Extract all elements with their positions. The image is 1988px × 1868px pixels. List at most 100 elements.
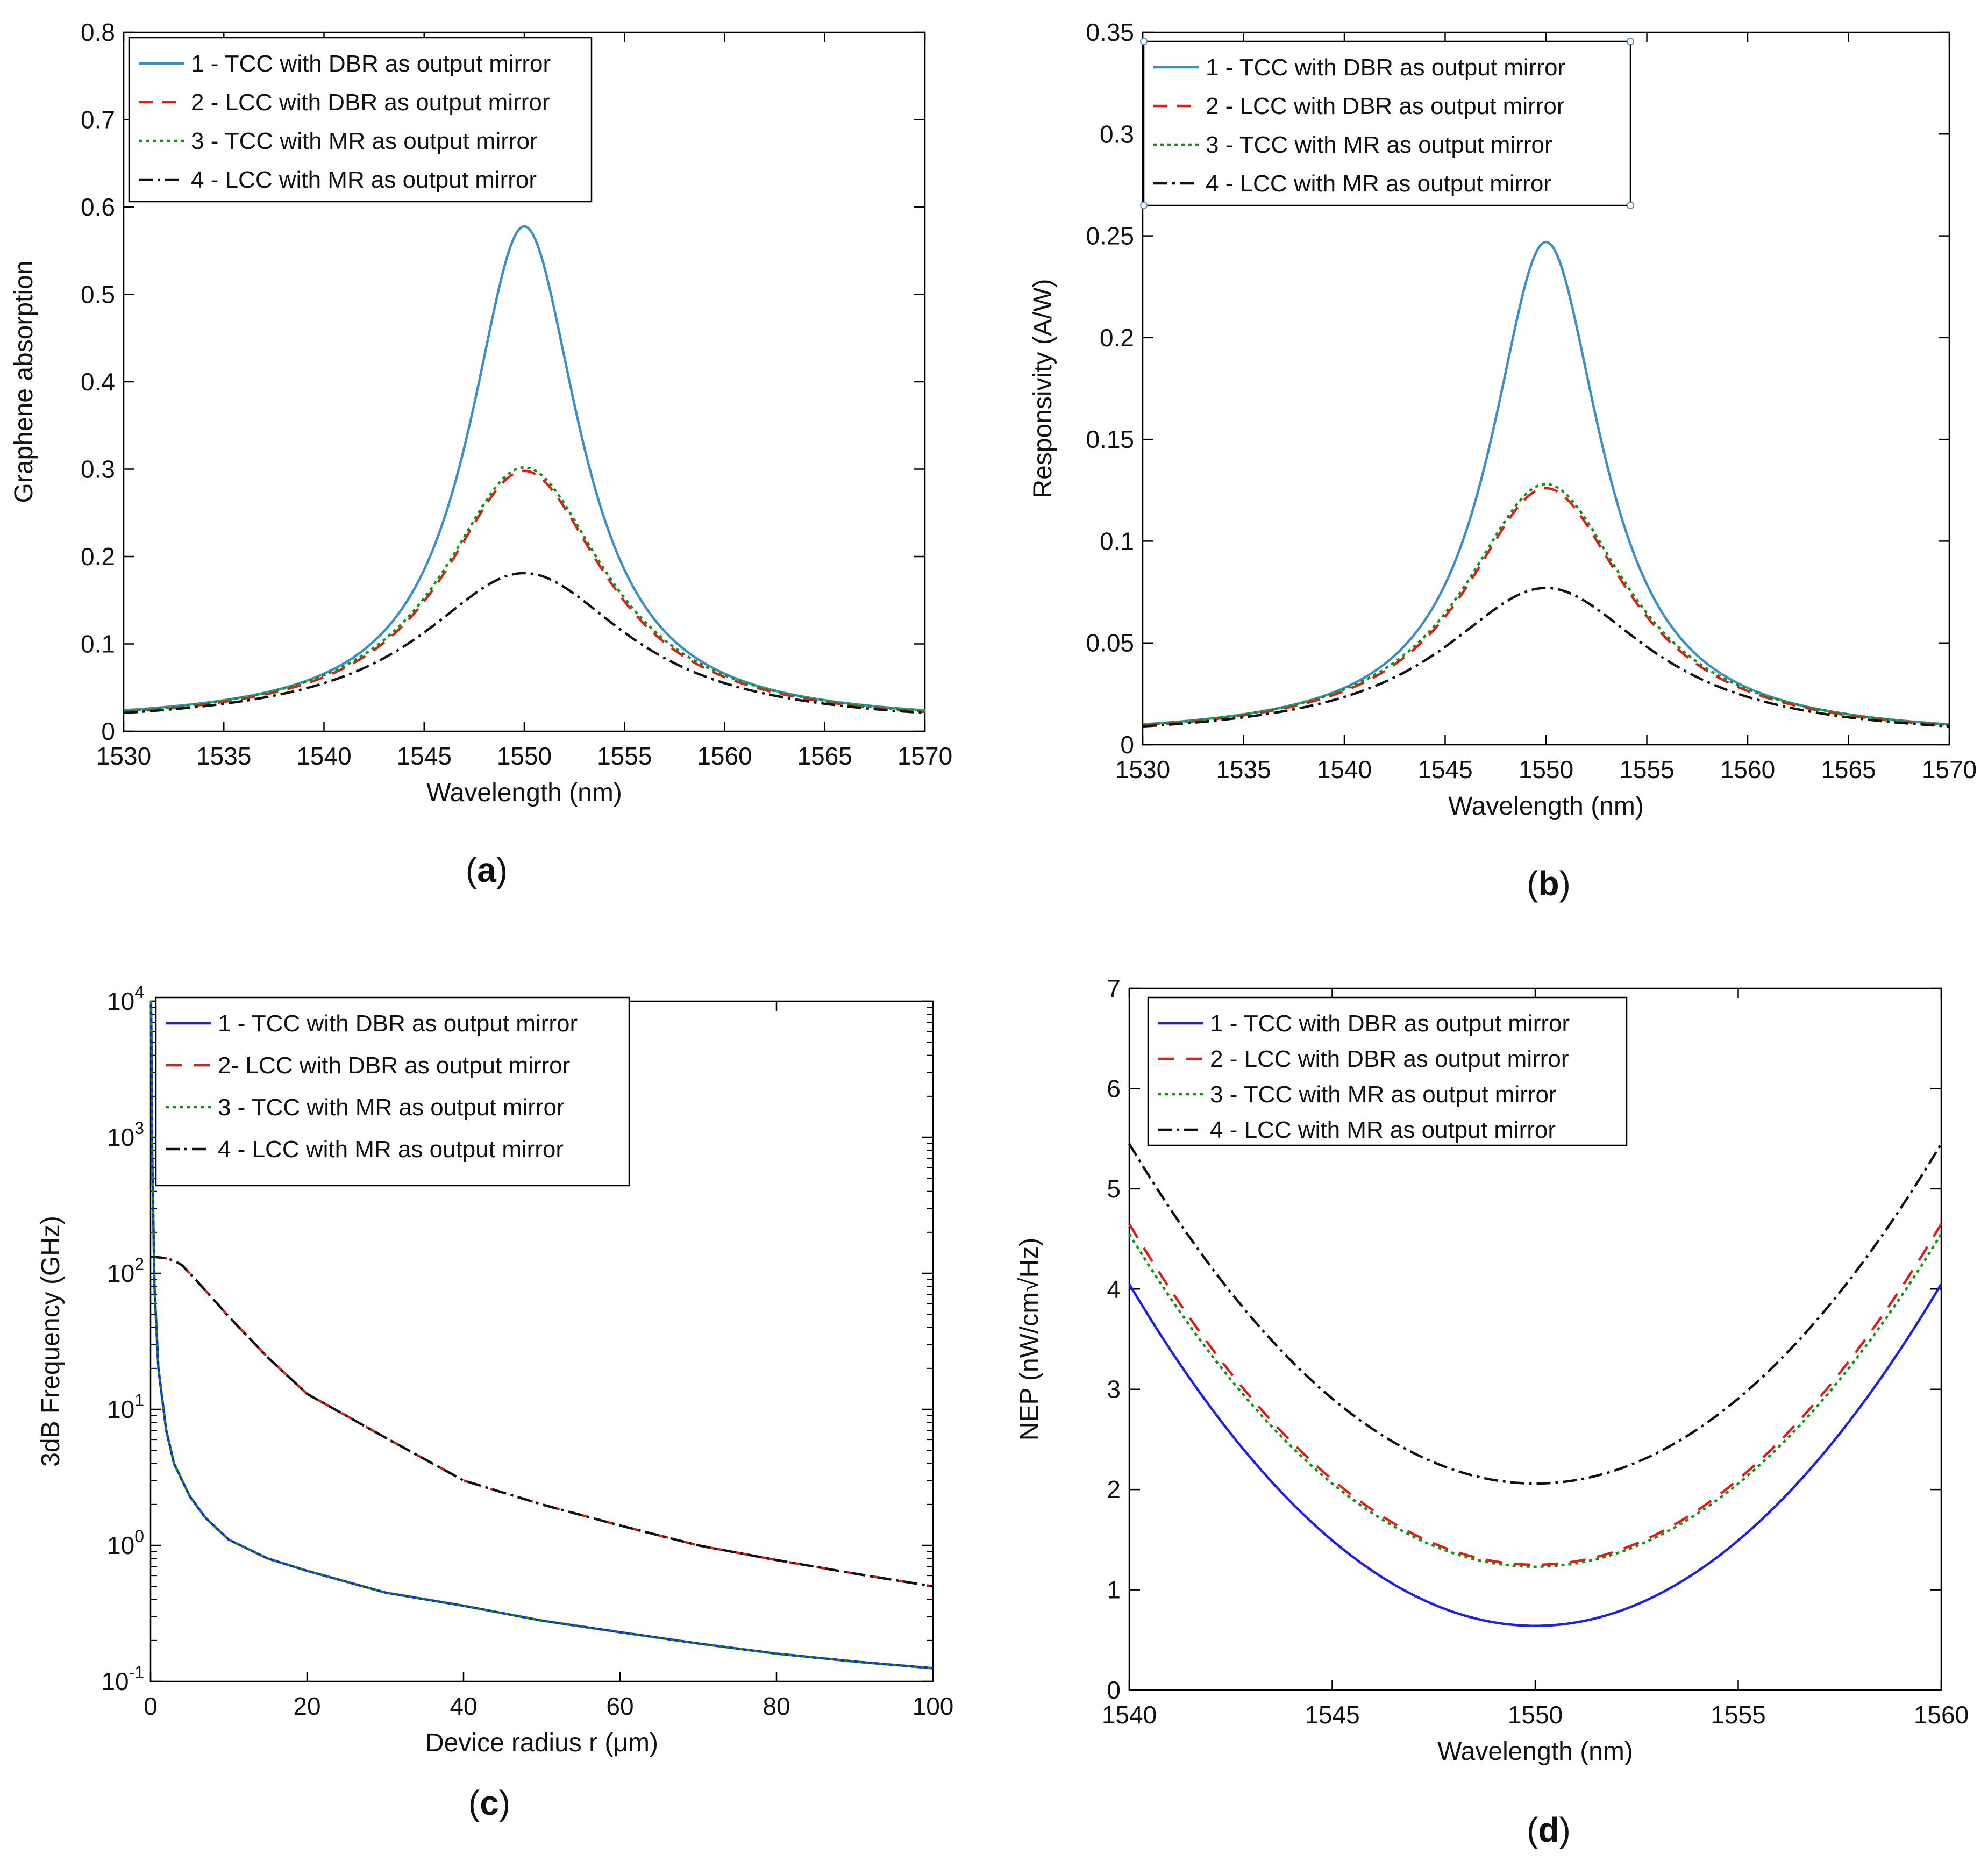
y-tick-label: 0.05 bbox=[1086, 629, 1134, 657]
legend-entry: 2 - LCC with DBR as output mirror bbox=[1210, 1046, 1569, 1072]
series-line-4 bbox=[123, 572, 925, 715]
x-tick-label: 60 bbox=[606, 1692, 633, 1720]
x-tick-label: 1570 bbox=[1922, 755, 1977, 783]
x-tick-label: 1535 bbox=[1216, 755, 1271, 783]
panel-label-paren: ) bbox=[496, 851, 508, 889]
y-tick-label: 0.7 bbox=[81, 106, 115, 134]
x-axis-label: Wavelength (nm) bbox=[1437, 1737, 1633, 1766]
legend-entry: 4 - LCC with MR as output mirror bbox=[1206, 170, 1551, 197]
y-tick-exponent: 2 bbox=[134, 1254, 144, 1274]
x-tick-label: 1565 bbox=[1821, 755, 1876, 783]
y-tick-exponent: 0 bbox=[134, 1527, 144, 1546]
panel-label: (c) bbox=[468, 1784, 510, 1822]
series-line-3 bbox=[149, 1001, 934, 1670]
x-axis-label: Wavelength (nm) bbox=[1448, 792, 1644, 821]
legend-entry: 2 - LCC with DBR as output mirror bbox=[191, 89, 550, 116]
y-tick-base: 10 bbox=[107, 1531, 134, 1559]
legend-handle bbox=[1627, 38, 1634, 45]
series-line-1 bbox=[1128, 1283, 1942, 1627]
x-tick-label: 0 bbox=[144, 1692, 158, 1720]
y-axis-label: NEP (nW/cm√Hz) bbox=[1015, 1238, 1044, 1441]
panel-label-letter: c bbox=[480, 1784, 499, 1822]
legend-entry: 1 - TCC with DBR as output mirror bbox=[1206, 54, 1565, 81]
y-tick-label: 0 bbox=[1120, 731, 1134, 759]
x-tick-label: 20 bbox=[293, 1692, 320, 1720]
legend-box bbox=[1143, 40, 1631, 206]
panel-label-paren: ( bbox=[1527, 864, 1538, 903]
y-tick-label: 0.5 bbox=[81, 281, 115, 309]
x-tick-label: 1530 bbox=[1115, 755, 1170, 783]
legend-box bbox=[155, 996, 630, 1187]
y-tick-label: 101 bbox=[107, 1391, 144, 1423]
x-tick-label: 1530 bbox=[96, 742, 151, 770]
panel-label-paren: ) bbox=[1559, 864, 1571, 903]
y-tick-label: 7 bbox=[1107, 974, 1121, 1002]
panel-label-letter: d bbox=[1538, 1810, 1559, 1849]
panel-label: (a) bbox=[466, 851, 508, 889]
legend-entry: 1 - TCC with DBR as output mirror bbox=[218, 1010, 578, 1037]
legend-box bbox=[1147, 996, 1628, 1146]
panel-label-paren: ) bbox=[1559, 1810, 1571, 1849]
y-tick-label: 100 bbox=[107, 1527, 144, 1559]
x-tick-label: 80 bbox=[763, 1692, 790, 1720]
panel-label-letter: b bbox=[1538, 864, 1559, 903]
y-tick-label: 0.2 bbox=[81, 543, 115, 571]
legend-entry: 1 - TCC with DBR as output mirror bbox=[191, 51, 551, 77]
x-axis-label: Wavelength (nm) bbox=[426, 779, 622, 807]
panel-label-paren: ( bbox=[468, 1784, 480, 1822]
y-tick-label: 0.15 bbox=[1086, 425, 1134, 453]
x-tick-label: 1565 bbox=[797, 742, 852, 770]
y-tick-label: 0.8 bbox=[81, 18, 115, 46]
y-tick-label: 104 bbox=[107, 982, 144, 1015]
y-tick-exponent: 4 bbox=[134, 982, 144, 1002]
y-tick-base: 10 bbox=[101, 1667, 129, 1695]
x-tick-label: 40 bbox=[450, 1692, 477, 1720]
legend-entry: 3 - TCC with MR as output mirror bbox=[191, 128, 538, 154]
legend-handle bbox=[1140, 38, 1148, 45]
series-line-2 bbox=[123, 469, 925, 714]
y-tick-label: 0.25 bbox=[1086, 222, 1134, 250]
y-tick-base: 10 bbox=[107, 1259, 134, 1287]
y-tick-label: 0 bbox=[101, 717, 115, 745]
series-line-4 bbox=[1142, 587, 1950, 728]
x-tick-label: 1560 bbox=[697, 742, 752, 770]
x-tick-label: 100 bbox=[913, 1692, 954, 1720]
y-axis-label: 3dB Frequency (GHz) bbox=[37, 1216, 65, 1467]
panel-d-chart: 1540 1545 1550 1555 1560 0 1 2 3 4 5 6 7 Wavelength (… bbox=[1015, 974, 1969, 1849]
y-tick-base: 10 bbox=[107, 987, 134, 1015]
y-axis-label: Graphene absorption bbox=[10, 261, 38, 503]
y-tick-label: 4 bbox=[1107, 1275, 1121, 1303]
y-tick-label: 0.1 bbox=[81, 630, 115, 658]
x-tick-label: 1560 bbox=[1914, 1701, 1969, 1729]
y-axis-label: Responsivity (A/W) bbox=[1029, 279, 1057, 498]
legend-entry: 4 - LCC with MR as output mirror bbox=[218, 1136, 564, 1163]
y-tick-exponent: 3 bbox=[134, 1118, 144, 1138]
legend-entry: 4 - LCC with MR as output mirror bbox=[1210, 1117, 1556, 1143]
panel-label-paren: ) bbox=[499, 1784, 510, 1822]
y-tick-label: 103 bbox=[107, 1118, 144, 1151]
y-tick-label: 0.35 bbox=[1086, 18, 1134, 46]
x-axis-label: Device radius r (μm) bbox=[425, 1729, 658, 1757]
legend-box bbox=[128, 37, 593, 203]
legend-handle bbox=[1140, 202, 1148, 209]
x-tick-label: 1535 bbox=[196, 742, 251, 770]
series-line-3 bbox=[1128, 1233, 1942, 1568]
x-tick-label: 1540 bbox=[1317, 755, 1372, 783]
y-tick-label: 1 bbox=[1107, 1576, 1121, 1604]
y-tick-label: 0.3 bbox=[81, 455, 115, 483]
series-line-4 bbox=[150, 1256, 934, 1588]
x-tick-label: 1555 bbox=[1711, 1701, 1765, 1729]
panel-label: (d) bbox=[1527, 1810, 1571, 1849]
panel-a-chart: 1530 1535 1540 1545 1550 1555 1560 1565 1570 0 0.1… bbox=[10, 18, 952, 889]
legend-entry: 1 - TCC with DBR as output mirror bbox=[1210, 1010, 1570, 1037]
x-tick-label: 1550 bbox=[1519, 755, 1573, 783]
legend-entry: 3 - TCC with MR as output mirror bbox=[218, 1094, 565, 1121]
x-tick-label: 1540 bbox=[296, 742, 351, 770]
series-line-2 bbox=[1128, 1223, 1942, 1566]
series-line-4 bbox=[1128, 1143, 1942, 1485]
x-tick-label: 1560 bbox=[1720, 755, 1775, 783]
y-tick-base: 10 bbox=[107, 1123, 134, 1151]
series-line-2 bbox=[150, 1256, 934, 1588]
